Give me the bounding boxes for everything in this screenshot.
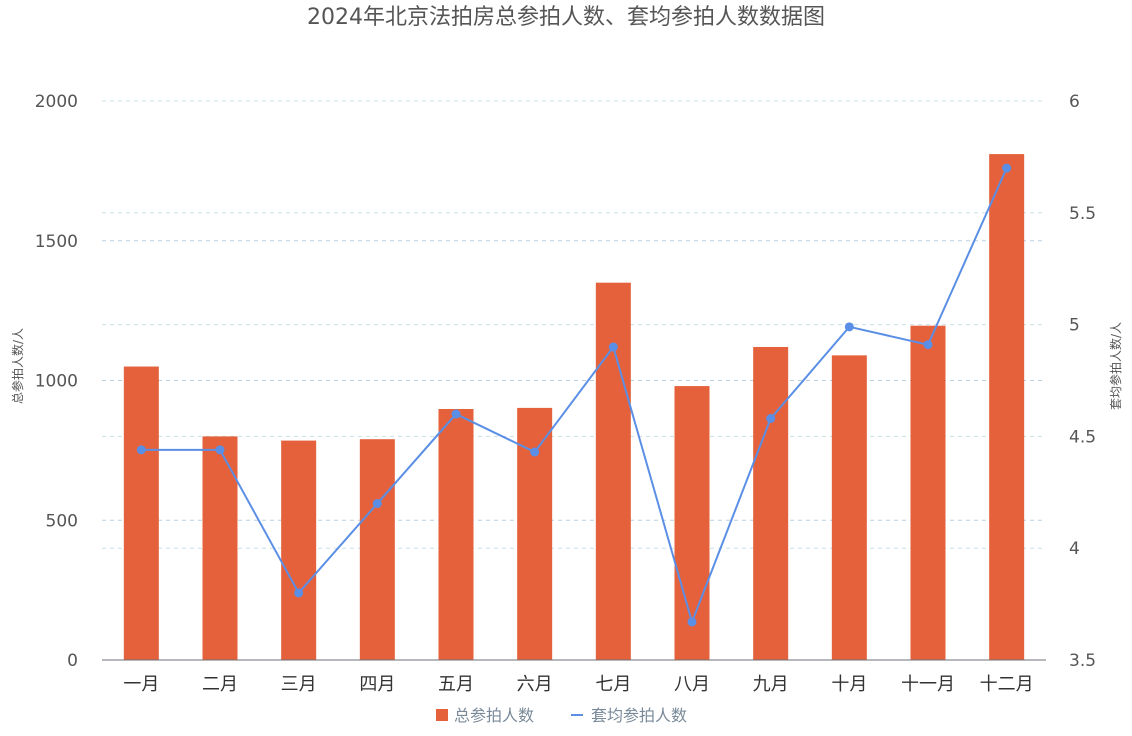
bar-0[interactable] [123,366,159,660]
line-point-2[interactable] [294,588,304,598]
line-point-1[interactable] [215,445,225,455]
legend-bar-label[interactable]: 总参拍人数 [454,706,534,725]
y-right-tick-4: 5.5 [1069,204,1096,224]
bar-8[interactable] [753,346,789,660]
tick-labels: 0 500 1000 1500 2000 3.5 4 4.5 5 5.5 6 一月 二月 三月 四月 五月 六月… [35,92,1096,695]
x-tick-2: 三月 [281,674,317,695]
y-right-tick-2: 4.5 [1069,427,1096,447]
y-left-tick-0: 0 [67,651,78,671]
y-left-tick-1: 500 [46,511,78,531]
x-tick-6: 七月 [595,674,631,695]
line-point-4[interactable] [451,409,461,419]
x-tick-1: 二月 [202,674,238,695]
bar-10[interactable] [910,325,946,660]
bar-9[interactable] [831,355,867,660]
bar-11[interactable] [989,154,1025,661]
x-tick-5: 六月 [517,674,553,695]
y-left-axis-label: 总参拍人数/人 [10,328,25,404]
line-point-6[interactable] [608,342,618,352]
bar-6[interactable] [595,282,631,660]
bar-2[interactable] [281,440,317,660]
line-point-10[interactable] [923,340,933,350]
line-series [136,163,1012,627]
x-tick-8: 九月 [753,674,789,695]
line-point-3[interactable] [372,498,382,508]
x-tick-9: 十月 [831,674,867,695]
x-tick-4: 五月 [438,674,474,695]
y-right-tick-5: 6 [1069,92,1080,112]
line-point-9[interactable] [844,322,854,332]
chart-title: 2024年北京法拍房总参拍人数、套均参拍人数数据图 [307,5,825,30]
grid-lines [102,100,1046,549]
line-point-7[interactable] [687,617,697,627]
line-point-5[interactable] [530,447,540,457]
x-tick-3: 四月 [359,674,395,695]
legend-bar-swatch [436,709,448,721]
y-right-tick-0: 3.5 [1069,651,1096,671]
x-tick-0: 一月 [123,674,159,695]
y-right-tick-1: 4 [1069,539,1080,559]
bar-4[interactable] [438,409,474,660]
legend-line-label[interactable]: 套均参拍人数 [591,706,687,725]
x-tick-11: 十二月 [980,674,1034,695]
x-tick-10: 十一月 [901,674,955,695]
x-tick-7: 八月 [674,674,710,695]
line-point-0[interactable] [136,445,146,455]
bar-7[interactable] [674,386,710,660]
y-right-tick-3: 5 [1069,316,1080,336]
legend[interactable]: 总参拍人数 套均参拍人数 [436,706,687,725]
y-left-tick-4: 2000 [35,92,78,112]
line-path [141,167,1008,626]
line-point-11[interactable] [1002,163,1012,173]
bar-series [123,154,1025,661]
y-left-tick-3: 1500 [35,232,78,252]
bar-1[interactable] [202,436,238,660]
y-left-tick-2: 1000 [35,372,78,392]
line-point-8[interactable] [766,414,776,424]
y-right-axis-label: 套均参拍人数/人 [1108,322,1123,410]
bar-3[interactable] [359,439,395,660]
